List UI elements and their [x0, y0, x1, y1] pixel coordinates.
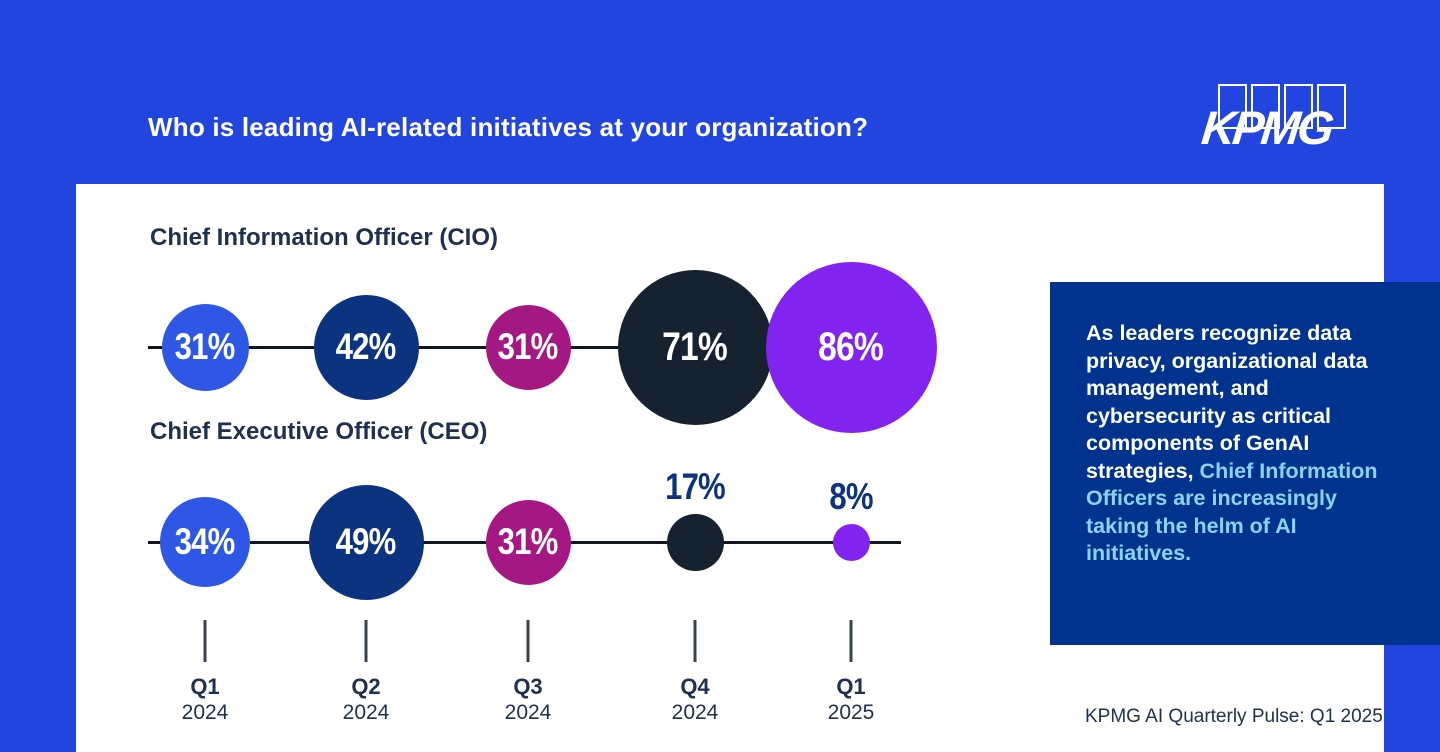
series-label-ceo: Chief Executive Officer (CEO) [150, 418, 488, 445]
bubble-ceo-q12024: 34% [160, 497, 250, 587]
page-title: Who is leading AI-related initiatives at… [148, 112, 869, 142]
kpmg-logo-box-icon [1218, 84, 1247, 129]
source-caption: KPMG AI Quarterly Pulse: Q1 2025 [1085, 706, 1383, 727]
bubble-cio-q12024: 31% [161, 303, 249, 391]
bubble-value-label: 31% [498, 521, 559, 562]
kpmg-logo: KPMG [1199, 84, 1356, 154]
bubble-cio-q42024: 71% [617, 269, 773, 425]
bubble-chart: Chief Information Officer (CIO) 31% 42% 31%… [76, 184, 1384, 752]
axis-label-quarter: Q1 [190, 674, 220, 699]
axis-label-quarter: Q2 [351, 674, 381, 699]
bubble-value-label: 31% [175, 326, 236, 367]
bubble-cio-q12025: 86% [765, 261, 937, 433]
bubble-ceo-q22024: 49% [308, 484, 424, 600]
axis-label-q22024: Q2 2024 [343, 674, 390, 726]
kpmg-logo-box-icon [1284, 84, 1313, 129]
kpmg-logo-text: KPMG [1199, 101, 1334, 154]
axis-label-q12024: Q1 2024 [182, 674, 229, 726]
bubble-cio-q32024: 31% [485, 304, 571, 390]
bubble-value-label: 86% [818, 324, 885, 369]
axis-label-q32024: Q3 2024 [505, 674, 552, 726]
bubble-ceo-q32024: 31% [485, 499, 571, 585]
bubble-ceo-q12025 [832, 523, 870, 561]
axis-label-year: 2024 [671, 701, 719, 724]
bubble-ceo-q42024 [666, 513, 724, 571]
kpmg-logo-boxes-icon [1218, 84, 1346, 129]
series-label-cio: Chief Information Officer (CIO) [150, 224, 498, 251]
axis-label-q12025: Q1 2025 [828, 674, 875, 726]
axis-label-year: 2025 [827, 701, 875, 724]
axis-label-quarter: Q3 [513, 674, 543, 699]
axis-label-q42024: Q4 2024 [672, 674, 719, 726]
bubble-value-label: 8% [829, 475, 873, 517]
axis-tick-q22024 [364, 620, 368, 662]
axis-label-year: 2024 [342, 701, 390, 724]
insight-text-highlight: Chief Information Officers are increasin… [1086, 458, 1378, 566]
bubble-value-label: 34% [175, 521, 236, 562]
bubble-cio-q22024: 42% [313, 294, 419, 400]
kpmg-logo-box-icon [1317, 84, 1346, 129]
axis-tick-q12025 [849, 620, 853, 662]
axis-label-quarter: Q4 [680, 674, 710, 699]
bubble-value-label: 42% [336, 326, 397, 367]
bubble-value-label: 49% [336, 521, 397, 562]
bubble-value-label: 71% [662, 324, 729, 369]
kpmg-logo-box-icon [1251, 84, 1280, 129]
axis-tick-q42024 [693, 620, 697, 662]
axis-label-year: 2024 [181, 701, 229, 724]
insight-panel: As leaders recognize data privacy, organ… [1050, 282, 1440, 645]
axis-tick-q32024 [526, 620, 530, 662]
insight-text-plain: As leaders recognize data privacy, organ… [1086, 321, 1368, 483]
axis-label-year: 2024 [504, 701, 552, 724]
axis-tick-q12024 [203, 620, 207, 662]
axis-label-quarter: Q1 [836, 674, 866, 699]
bubble-value-label: 31% [498, 326, 559, 367]
insight-text: As leaders recognize data privacy, organ… [1086, 320, 1406, 568]
bubble-value-label: 17% [665, 465, 726, 507]
